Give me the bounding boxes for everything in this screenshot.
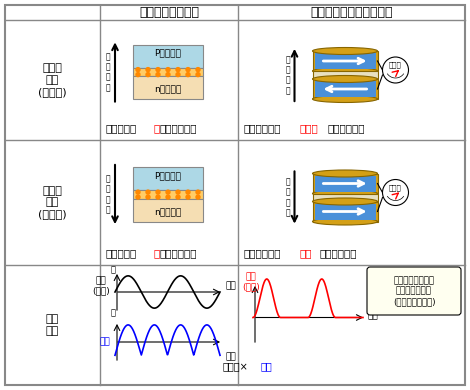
Circle shape xyxy=(186,67,190,72)
Ellipse shape xyxy=(313,170,377,177)
Bar xyxy=(313,193,377,202)
Circle shape xyxy=(176,195,180,199)
Text: ＝電気抵抗小: ＝電気抵抗小 xyxy=(160,248,197,258)
Circle shape xyxy=(146,190,150,194)
Circle shape xyxy=(136,73,140,76)
Circle shape xyxy=(196,73,200,76)
Text: 電圧
(出力): 電圧 (出力) xyxy=(242,272,260,292)
Text: n型半導体: n型半導体 xyxy=(154,85,181,94)
Text: 電圧計: 電圧計 xyxy=(389,184,402,191)
Circle shape xyxy=(383,179,408,206)
Circle shape xyxy=(156,67,160,72)
Circle shape xyxy=(166,67,170,72)
Text: n型半導体: n型半導体 xyxy=(154,208,181,217)
Ellipse shape xyxy=(313,76,377,83)
Circle shape xyxy=(176,190,180,194)
Bar xyxy=(133,76,203,99)
Circle shape xyxy=(196,67,200,72)
Text: 時間平均で正味の
直流電圧が発生
(ダイオード効果): 時間平均で正味の 直流電圧が発生 (ダイオード効果) xyxy=(393,276,435,306)
Ellipse shape xyxy=(313,67,377,74)
Bar xyxy=(314,81,376,97)
Text: P型半導体: P型半導体 xyxy=(155,48,181,58)
Text: スピントルクダイオード: スピントルクダイオード xyxy=(310,7,393,20)
Text: 正: 正 xyxy=(110,266,116,275)
Bar xyxy=(133,167,203,190)
Text: 抵抗: 抵抗 xyxy=(261,361,273,371)
Circle shape xyxy=(196,190,200,194)
Circle shape xyxy=(146,73,150,76)
FancyBboxPatch shape xyxy=(367,267,461,315)
Circle shape xyxy=(166,73,170,76)
Bar xyxy=(313,71,377,79)
Bar xyxy=(313,79,377,99)
Text: 反平行: 反平行 xyxy=(299,123,318,133)
Circle shape xyxy=(156,195,160,199)
Text: 空間電荷層: 空間電荷層 xyxy=(105,123,136,133)
Text: 時間: 時間 xyxy=(368,311,379,320)
Ellipse shape xyxy=(313,198,377,205)
Circle shape xyxy=(383,57,408,83)
Bar xyxy=(314,204,376,220)
Bar xyxy=(313,174,377,193)
Circle shape xyxy=(146,67,150,72)
Text: 時間: 時間 xyxy=(225,353,236,362)
Circle shape xyxy=(156,73,160,76)
Circle shape xyxy=(196,195,200,199)
Text: ＝電気抵抗大: ＝電気抵抗大 xyxy=(160,123,197,133)
Circle shape xyxy=(136,67,140,72)
Text: 大: 大 xyxy=(153,123,159,133)
Circle shape xyxy=(166,195,170,199)
Text: 電
流
方
向: 電 流 方 向 xyxy=(106,174,110,215)
Text: ＝電気抵抗大: ＝電気抵抗大 xyxy=(328,123,366,133)
Text: 平行: 平行 xyxy=(299,248,312,258)
Circle shape xyxy=(176,73,180,76)
Circle shape xyxy=(136,195,140,199)
Circle shape xyxy=(166,190,170,194)
Bar xyxy=(133,44,203,67)
Ellipse shape xyxy=(313,190,377,197)
Text: 交流
電流: 交流 電流 xyxy=(46,314,59,336)
Circle shape xyxy=(176,67,180,72)
Text: 磁極の向きが: 磁極の向きが xyxy=(243,123,281,133)
Bar xyxy=(133,67,203,76)
Text: 電
流
方
向: 電 流 方 向 xyxy=(285,177,290,218)
Ellipse shape xyxy=(313,48,377,55)
Bar xyxy=(314,176,376,191)
Bar xyxy=(314,53,376,69)
Circle shape xyxy=(136,190,140,194)
Bar xyxy=(133,199,203,222)
Circle shape xyxy=(146,195,150,199)
Text: ＝電流×: ＝電流× xyxy=(223,361,249,371)
Text: 電流
(入力): 電流 (入力) xyxy=(92,276,110,296)
Ellipse shape xyxy=(313,218,377,225)
Text: 半導体ダイオード: 半導体ダイオード xyxy=(139,7,199,20)
Text: 空間電荷層: 空間電荷層 xyxy=(105,248,136,258)
Text: 時間: 時間 xyxy=(225,282,236,291)
Text: 抵抗: 抵抗 xyxy=(100,337,110,346)
Circle shape xyxy=(186,195,190,199)
Text: 正方向
電流
(上向き): 正方向 電流 (上向き) xyxy=(38,64,66,97)
Text: 電
流
方
向: 電 流 方 向 xyxy=(106,52,110,92)
Text: 負: 負 xyxy=(110,308,116,317)
Text: 磁極の向きが: 磁極の向きが xyxy=(243,248,281,258)
Text: 電
流
方
向: 電 流 方 向 xyxy=(285,55,290,95)
Circle shape xyxy=(186,73,190,76)
Text: 小: 小 xyxy=(153,248,159,258)
Text: P型半導体: P型半導体 xyxy=(155,171,181,180)
Circle shape xyxy=(156,190,160,194)
Bar xyxy=(313,202,377,222)
Ellipse shape xyxy=(313,96,377,103)
Circle shape xyxy=(186,190,190,194)
Bar xyxy=(313,51,377,71)
Text: 電圧計: 電圧計 xyxy=(389,62,402,68)
Bar xyxy=(133,190,203,199)
Text: ＝電気抵抗小: ＝電気抵抗小 xyxy=(319,248,357,258)
Text: 負方向
電流
(下向き): 負方向 電流 (下向き) xyxy=(38,186,66,219)
